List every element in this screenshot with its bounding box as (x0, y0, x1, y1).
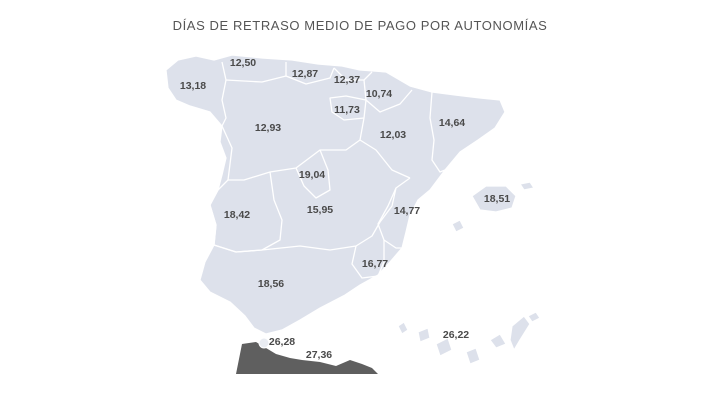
label-castilla-leon: 12,93 (254, 122, 282, 134)
label-aragon: 12,03 (379, 129, 407, 141)
label-cataluna: 14,64 (438, 117, 466, 129)
label-melilla: 27,36 (305, 349, 333, 361)
label-madrid: 19,04 (298, 169, 326, 181)
border-asturias (225, 75, 287, 83)
canarias-island-2 (417, 327, 431, 343)
border-cataluna (429, 91, 446, 173)
label-la-rioja: 11,73 (334, 104, 360, 116)
label-pais-vasco: 12,37 (333, 74, 361, 86)
border-valencia (377, 187, 402, 249)
ibiza-shape (451, 219, 465, 233)
border-navarra (363, 79, 413, 113)
label-murcia: 16,77 (361, 258, 389, 270)
border-andalucia (213, 244, 263, 253)
border-cantabria (285, 62, 335, 85)
label-asturias: 12,50 (229, 57, 257, 69)
border-murcia (351, 240, 385, 279)
canarias-island-3 (435, 337, 453, 357)
canarias-island-7 (527, 311, 541, 323)
label-navarra: 10,74 (365, 88, 393, 100)
border-clm (261, 177, 411, 251)
label-valencia: 14,77 (393, 205, 421, 217)
border-pais-vasco (333, 67, 373, 81)
border-galicia (221, 61, 227, 127)
mallorca-shape (471, 185, 517, 213)
north-africa-area (236, 342, 378, 374)
label-galicia: 13,18 (179, 80, 207, 92)
label-ceuta: 26,28 (268, 336, 296, 348)
ceuta-marker (258, 337, 270, 349)
peninsula-shape (165, 54, 506, 335)
menorca-shape (519, 181, 535, 191)
label-canarias: 26,22 (442, 329, 470, 341)
canarias-island-1 (397, 321, 409, 335)
map-title: DÍAS DE RETRASO MEDIO DE PAGO POR AUTONO… (172, 18, 548, 33)
label-castilla-la-mancha: 15,95 (306, 204, 334, 216)
canarias-island-6 (509, 315, 531, 351)
label-extremadura: 18,42 (223, 209, 251, 221)
label-andalucia: 18,56 (257, 278, 285, 290)
border-madrid (295, 149, 331, 199)
label-cantabria: 12,87 (291, 68, 319, 80)
label-baleares: 18,51 (483, 193, 511, 205)
canarias-island-5 (489, 333, 507, 349)
border-aragon-west (359, 117, 411, 179)
canarias-island-4 (465, 347, 481, 365)
